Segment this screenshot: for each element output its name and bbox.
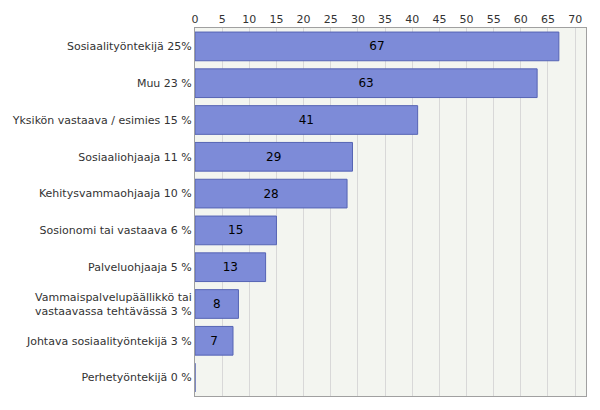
svg-text:40: 40 xyxy=(405,13,419,26)
svg-text:30: 30 xyxy=(351,13,365,26)
svg-text:Perhetyöntekijä 0 %: Perhetyöntekijä 0 % xyxy=(81,371,191,384)
svg-text:5: 5 xyxy=(219,13,226,26)
svg-text:25: 25 xyxy=(324,13,338,26)
svg-text:15: 15 xyxy=(269,13,283,26)
svg-text:0: 0 xyxy=(192,13,199,26)
svg-text:Vammaispalvelupäällikkö taivas: Vammaispalvelupäällikkö taivastaavassa t… xyxy=(35,291,192,318)
svg-text:13: 13 xyxy=(223,260,238,274)
svg-text:Sosionomi tai vastaava 6 %: Sosionomi tai vastaava 6 % xyxy=(40,224,192,237)
svg-text:7: 7 xyxy=(210,334,218,348)
svg-text:Sosiaaliohjaaja 11 %: Sosiaaliohjaaja 11 % xyxy=(78,151,192,164)
svg-text:55: 55 xyxy=(487,13,501,26)
svg-text:Muu 23 %: Muu 23 % xyxy=(137,77,192,90)
svg-text:20: 20 xyxy=(297,13,311,26)
svg-text:65: 65 xyxy=(541,13,555,26)
svg-text:70: 70 xyxy=(568,13,582,26)
svg-text:Johtava sosiaalityöntekijä 3 %: Johtava sosiaalityöntekijä 3 % xyxy=(26,335,192,348)
svg-text:60: 60 xyxy=(514,13,528,26)
svg-text:29: 29 xyxy=(266,150,281,164)
svg-text:Palveluohjaaja 5 %: Palveluohjaaja 5 % xyxy=(88,261,192,274)
svg-text:Yksikön vastaava / esimies 15: Yksikön vastaava / esimies 15 % xyxy=(12,114,192,127)
svg-text:63: 63 xyxy=(358,76,373,90)
svg-text:10: 10 xyxy=(242,13,256,26)
svg-text:50: 50 xyxy=(460,13,474,26)
svg-text:35: 35 xyxy=(378,13,392,26)
svg-text:28: 28 xyxy=(263,187,278,201)
svg-text:8: 8 xyxy=(213,297,221,311)
svg-text:45: 45 xyxy=(432,13,446,26)
svg-text:41: 41 xyxy=(299,113,314,127)
svg-text:Sosiaalityöntekijä 25%: Sosiaalityöntekijä 25% xyxy=(67,40,192,53)
svg-text:Kehitysvammaohjaaja 10 %: Kehitysvammaohjaaja 10 % xyxy=(39,187,192,200)
svg-text:15: 15 xyxy=(228,223,243,237)
svg-text:67: 67 xyxy=(369,39,384,53)
